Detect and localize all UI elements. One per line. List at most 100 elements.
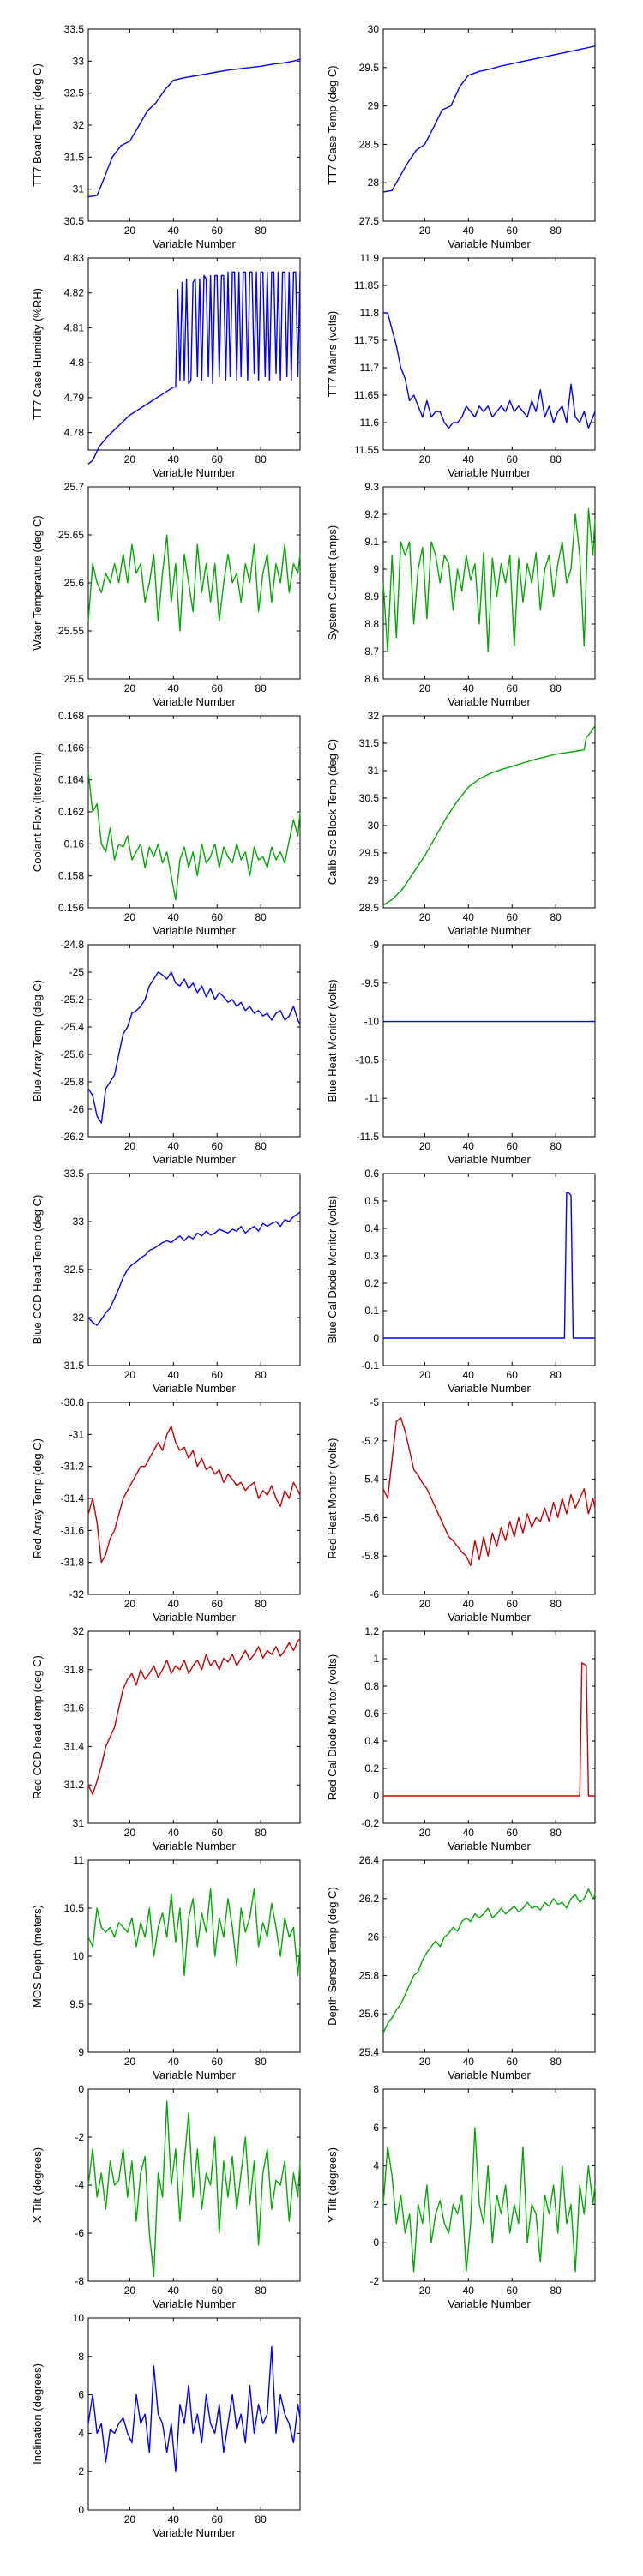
y-tick-label: 31.5	[64, 1360, 85, 1372]
x-tick-label: 20	[124, 225, 136, 237]
y-tick-label: -10.5	[356, 1054, 380, 1066]
x-tick-label: 60	[212, 1369, 224, 1381]
y-axis-label: Depth Sensor Temp (deg C)	[326, 1887, 339, 2026]
y-tick-label: -25.2	[61, 994, 85, 1006]
y-tick-label: 0.16	[64, 838, 85, 850]
y-tick-label: 8	[373, 2083, 379, 2095]
y-tick-label: 0.1	[364, 1305, 379, 1317]
x-axis-label: Variable Number	[448, 1611, 531, 1624]
series-line	[87, 58, 301, 198]
chart-panel: 20 40 60 80 Variable Number -8 -6 -4 -2 0 X Tilt (…	[31, 2083, 301, 2310]
x-axis-label: Variable Number	[153, 1153, 236, 1166]
y-tick-label: 4	[373, 2160, 379, 2172]
y-axis-label: X Tilt (degrees)	[31, 2147, 44, 2223]
plot-frame	[87, 486, 301, 680]
x-tick-label: 60	[212, 2056, 224, 2068]
x-tick-label: 40	[463, 225, 475, 237]
series-line	[87, 271, 301, 465]
x-axis-label: Variable Number	[153, 1611, 236, 1624]
x-tick-label: 20	[124, 1598, 136, 1610]
y-axis-label: Coolant Flow (liters/min)	[31, 752, 44, 872]
y-tick-label: 29	[368, 100, 380, 112]
plot-frame	[87, 2317, 301, 2511]
series-line	[382, 1417, 596, 1567]
y-tick-label: -31	[69, 1428, 85, 1440]
x-axis-label: Variable Number	[448, 2069, 531, 2081]
y-tick-label: 10	[73, 2312, 85, 2324]
x-tick-label: 20	[124, 682, 136, 694]
y-tick-label: -8	[75, 2275, 84, 2287]
x-axis-label: Variable Number	[153, 237, 236, 250]
y-tick-label: 11.6	[360, 417, 380, 429]
y-tick-label: -25.4	[61, 1021, 85, 1033]
y-tick-label: 27.5	[359, 215, 380, 227]
x-tick-label: 80	[255, 911, 267, 923]
y-tick-label: 0.162	[58, 806, 84, 818]
y-tick-label: 0.2	[364, 1277, 379, 1289]
y-tick-label: 9.5	[69, 1998, 84, 2010]
y-tick-label: 0	[373, 1332, 379, 1344]
y-tick-label: 30.5	[64, 215, 85, 227]
y-tick-label: 0	[78, 2083, 84, 2095]
chart-panel: 20 40 60 80 Variable Number -0.1 0 0.1 0.2 0.3 0.4…	[326, 1168, 596, 1395]
y-tick-label: 31.5	[64, 151, 85, 163]
x-tick-label: 40	[463, 1598, 475, 1610]
y-tick-label: -11	[365, 1092, 380, 1104]
y-tick-label: 8.7	[364, 646, 379, 658]
x-axis-label: Variable Number	[153, 466, 236, 479]
chart-panel: 20 40 60 80 Variable Number 0.156 0.158 0.16 0.1…	[31, 710, 301, 937]
x-tick-label: 80	[255, 2056, 267, 2068]
y-tick-label: 8.9	[364, 591, 379, 603]
chart-panel: 20 40 60 80 Variable Number 27.5 28 28.5 29 29.5 3…	[326, 23, 596, 250]
plot-frame	[382, 28, 596, 222]
plot-frame	[382, 486, 596, 680]
y-tick-label: 9	[78, 2046, 84, 2058]
x-tick-label: 20	[124, 2056, 136, 2068]
series-line	[87, 1888, 301, 1977]
y-tick-label: 6	[373, 2122, 379, 2134]
chart-panel: 20 40 60 80 Variable Number 30.5 31 31.5 32 32.5 3…	[31, 23, 301, 250]
chart-panel: 20 40 60 80 Variable Number 4.78 4.79 4.8 4.81 4.…	[31, 252, 301, 479]
y-tick-label: 11.9	[360, 252, 380, 264]
x-tick-label: 80	[255, 1827, 267, 1839]
y-tick-label: 32.5	[64, 87, 85, 99]
x-tick-label: 20	[419, 453, 431, 465]
y-tick-label: 6	[78, 2389, 84, 2401]
x-tick-label: 60	[212, 1598, 224, 1610]
series-line	[87, 971, 301, 1124]
x-tick-label: 80	[550, 1140, 562, 1152]
y-tick-label: -6	[370, 1588, 379, 1600]
y-tick-label: 25.4	[359, 2046, 380, 2058]
y-tick-label: 8.8	[364, 618, 379, 630]
y-tick-label: 4.78	[64, 427, 85, 439]
y-tick-label: 0	[373, 2237, 379, 2249]
y-tick-label: 9.1	[364, 536, 379, 548]
x-tick-label: 20	[124, 1369, 136, 1381]
y-tick-label: 11.8	[360, 307, 380, 319]
x-tick-label: 40	[463, 911, 475, 923]
x-axis-label: Variable Number	[448, 2297, 531, 2310]
x-tick-label: 40	[463, 1827, 475, 1839]
y-tick-label: 0.4	[364, 1222, 379, 1234]
x-tick-label: 20	[419, 2056, 431, 2068]
y-tick-label: -5.4	[361, 1474, 379, 1486]
series-line	[382, 725, 596, 906]
x-axis-label: Variable Number	[153, 1382, 236, 1395]
x-tick-label: 40	[168, 1140, 180, 1152]
x-tick-label: 60	[507, 453, 519, 465]
y-tick-label: 0.4	[364, 1735, 379, 1747]
y-tick-label: 32	[73, 1625, 85, 1637]
y-tick-label: 33.5	[64, 1168, 85, 1180]
chart-panel: 20 40 60 80 Variable Number -32 -31.8 -31.6 -31.…	[31, 1396, 301, 1624]
y-tick-label: 11.85	[354, 279, 379, 291]
y-tick-label: 0.168	[58, 710, 84, 722]
series-line	[382, 45, 596, 193]
y-tick-label: -32	[69, 1588, 85, 1600]
chart-panel: 20 40 60 80 Variable Number 28.5 29 29.5 30 30.5 3…	[326, 710, 596, 937]
y-tick-label: -25.8	[61, 1076, 85, 1088]
chart-panel: 20 40 60 80 Variable Number 8.6 8.7 8.8 8.9 9 9.1 9…	[326, 481, 596, 708]
y-tick-label: -30.8	[61, 1396, 85, 1408]
y-axis-label: Calib Src Block Temp (deg C)	[326, 739, 339, 885]
plot-frame	[382, 1173, 596, 1366]
